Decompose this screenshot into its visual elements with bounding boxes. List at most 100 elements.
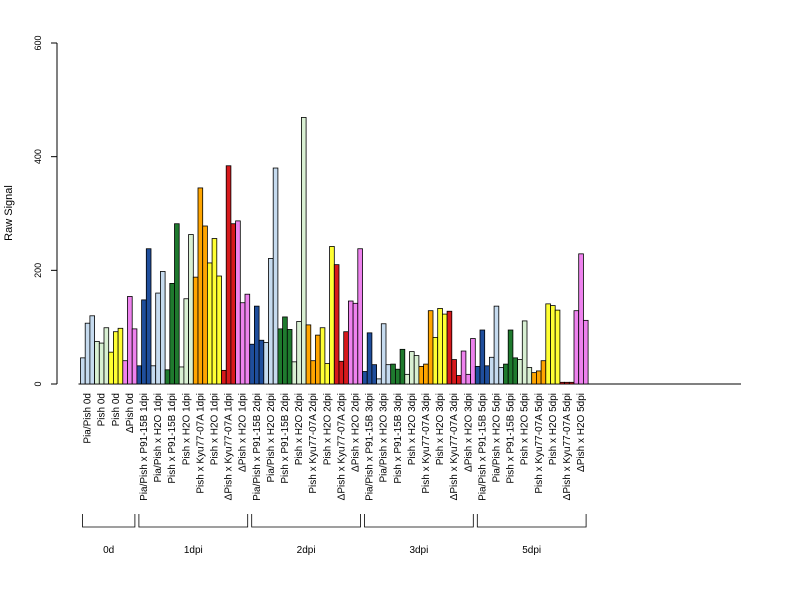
bar bbox=[564, 381, 570, 385]
x-tick-label: ΔPish x Kyu77-07A 5dpi bbox=[562, 393, 573, 500]
x-tick-label: Pish x P91-15B 1dpi bbox=[167, 393, 178, 484]
bar bbox=[235, 220, 241, 385]
x-tick-label: Pish x H2O 3dpi bbox=[435, 393, 446, 465]
x-tick-label: Pish 0d bbox=[111, 393, 122, 426]
bar bbox=[554, 309, 561, 385]
bar bbox=[94, 340, 100, 385]
x-tick-label: Pia/Pish x H2O 3dpi bbox=[379, 393, 390, 483]
bar bbox=[559, 381, 566, 385]
bar bbox=[329, 246, 335, 385]
x-tick-labels: Pia/Pish 0d Pish 0d Pish 0d ΔPish 0d Pia/Pis… bbox=[83, 393, 587, 501]
bar bbox=[145, 248, 152, 385]
bar bbox=[249, 343, 255, 385]
bar bbox=[380, 323, 387, 385]
bar bbox=[282, 316, 288, 385]
bar bbox=[300, 117, 307, 385]
x-tick-label: ΔPish x H2O 5dpi bbox=[576, 393, 587, 472]
bars bbox=[80, 117, 589, 385]
bar bbox=[127, 296, 133, 385]
bar bbox=[474, 365, 481, 385]
bar bbox=[531, 372, 537, 385]
bar bbox=[80, 357, 86, 385]
bar bbox=[484, 365, 490, 385]
bar bbox=[188, 234, 194, 385]
bar bbox=[230, 223, 236, 385]
bar bbox=[155, 292, 161, 385]
x-tick-label: Pish x H2O 2dpi bbox=[294, 393, 305, 465]
bar bbox=[394, 368, 401, 385]
bar bbox=[418, 365, 424, 385]
bar bbox=[310, 360, 316, 385]
x-tick-label: Pish x H2O 5dpi bbox=[548, 393, 559, 465]
bar bbox=[573, 310, 580, 385]
x-tick-label: Pish x Kyu77-07A 2dpi bbox=[308, 393, 319, 494]
bar bbox=[540, 360, 547, 385]
bar bbox=[507, 329, 514, 385]
group-label: 2dpi bbox=[297, 545, 316, 556]
bar bbox=[178, 366, 185, 385]
x-tick-label: Pish x P91-15B 5dpi bbox=[506, 393, 517, 484]
bar bbox=[183, 298, 189, 385]
x-tick-label: Pia/Pish x P91-15B 1dpi bbox=[139, 393, 150, 501]
bar bbox=[174, 223, 180, 385]
group-brackets: 0d 1dpi 2dpi 3dpi 5dpi bbox=[82, 514, 587, 556]
x-tick-label: Pish x P91-15B 3dpi bbox=[393, 393, 404, 484]
x-tick-label: ΔPish x H2O 1dpi bbox=[238, 393, 249, 472]
bar bbox=[503, 363, 509, 385]
bar bbox=[409, 351, 415, 385]
bar bbox=[470, 338, 476, 385]
x-tick-label: Pish x H2O 3dpi bbox=[407, 393, 418, 465]
bar bbox=[460, 350, 467, 385]
bar bbox=[568, 381, 575, 385]
bar bbox=[376, 378, 382, 385]
x-tick-label: ΔPish x Kyu77-07A 1dpi bbox=[224, 393, 235, 500]
bar bbox=[413, 355, 420, 385]
bar bbox=[536, 370, 542, 385]
x-tick-label: Pia/Pish x H2O 1dpi bbox=[153, 393, 164, 483]
bar bbox=[206, 262, 213, 385]
bar bbox=[362, 371, 368, 385]
group-bracket bbox=[138, 514, 249, 528]
bar bbox=[136, 365, 142, 385]
bar bbox=[437, 308, 443, 385]
x-tick-label: Pish x Kyu77-07A 3dpi bbox=[421, 393, 432, 494]
group-label: 5dpi bbox=[522, 545, 541, 556]
bar bbox=[197, 187, 204, 385]
group-label: 3dpi bbox=[409, 545, 428, 556]
bar bbox=[521, 320, 528, 385]
x-tick-label: Pish x Kyu77-07A 1dpi bbox=[195, 393, 206, 494]
bar bbox=[216, 275, 222, 385]
y-tick-label: 600 bbox=[33, 35, 43, 50]
x-tick-label: Pia/Pish x P91-15B 3dpi bbox=[365, 393, 376, 501]
bar bbox=[366, 332, 373, 385]
x-tick-label: Pia/Pish x H2O 2dpi bbox=[266, 393, 277, 483]
x-tick-label: Pish x H2O 1dpi bbox=[181, 393, 192, 465]
bar bbox=[89, 315, 96, 385]
bar bbox=[258, 339, 265, 385]
bar bbox=[108, 351, 114, 385]
bar bbox=[390, 363, 396, 385]
bar bbox=[338, 360, 345, 385]
bar bbox=[286, 329, 293, 385]
group-label: 0d bbox=[103, 545, 114, 556]
bar bbox=[131, 328, 138, 385]
y-tick-label: 0 bbox=[33, 381, 43, 386]
x-tick-label: Pish 0d bbox=[97, 393, 108, 426]
bar bbox=[296, 321, 302, 385]
bar bbox=[432, 336, 439, 385]
bar bbox=[98, 342, 105, 385]
bar bbox=[272, 167, 279, 385]
bar bbox=[333, 264, 340, 385]
y-axis: 0 200 400 600 bbox=[33, 35, 58, 387]
bar bbox=[291, 361, 298, 385]
bar bbox=[371, 364, 377, 385]
bar bbox=[343, 331, 349, 385]
x-tick-label: Pia/Pish x P91-15B 2dpi bbox=[252, 393, 263, 501]
group-bracket bbox=[364, 514, 474, 528]
bar bbox=[84, 322, 91, 385]
x-tick-label: Pia/Pish 0d bbox=[83, 393, 94, 444]
bar bbox=[423, 363, 429, 385]
x-tick-label: ΔPish x H2O 3dpi bbox=[463, 393, 474, 472]
bar bbox=[141, 299, 147, 385]
